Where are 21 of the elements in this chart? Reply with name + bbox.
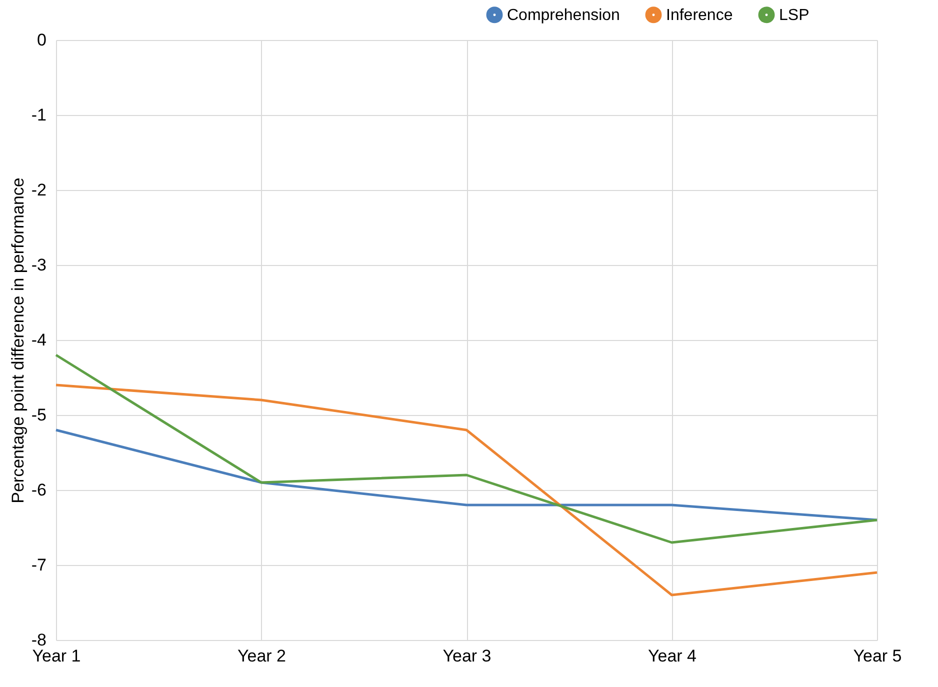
y-tick-label: -6 (31, 480, 46, 500)
line-series (54, 354, 878, 544)
y-tick-label: -4 (31, 330, 46, 350)
legend-label: Comprehension (507, 6, 620, 24)
x-tick-label: Year 1 (32, 646, 81, 666)
y-tick-label: -5 (31, 406, 46, 424)
line-series (54, 384, 878, 596)
line-series (54, 428, 878, 522)
y-tick-label: -3 (31, 256, 46, 274)
y-axis-title: Percentage point difference in performance (8, 178, 28, 504)
legend-label: LSP (779, 6, 810, 24)
y-tick-label: -7 (31, 556, 46, 574)
y-tick-label: -8 (31, 630, 46, 650)
y-tick-label: -1 (31, 106, 46, 124)
legend-label: Inference (666, 6, 733, 24)
x-tick-label: Year 5 (853, 646, 902, 666)
x-tick-label: Year 3 (442, 646, 492, 666)
y-tick-label: 0 (37, 30, 46, 50)
x-tick-label: Year 4 (648, 646, 697, 666)
y-tick-label: -2 (31, 180, 46, 200)
x-tick-label: Year 2 (237, 646, 286, 666)
